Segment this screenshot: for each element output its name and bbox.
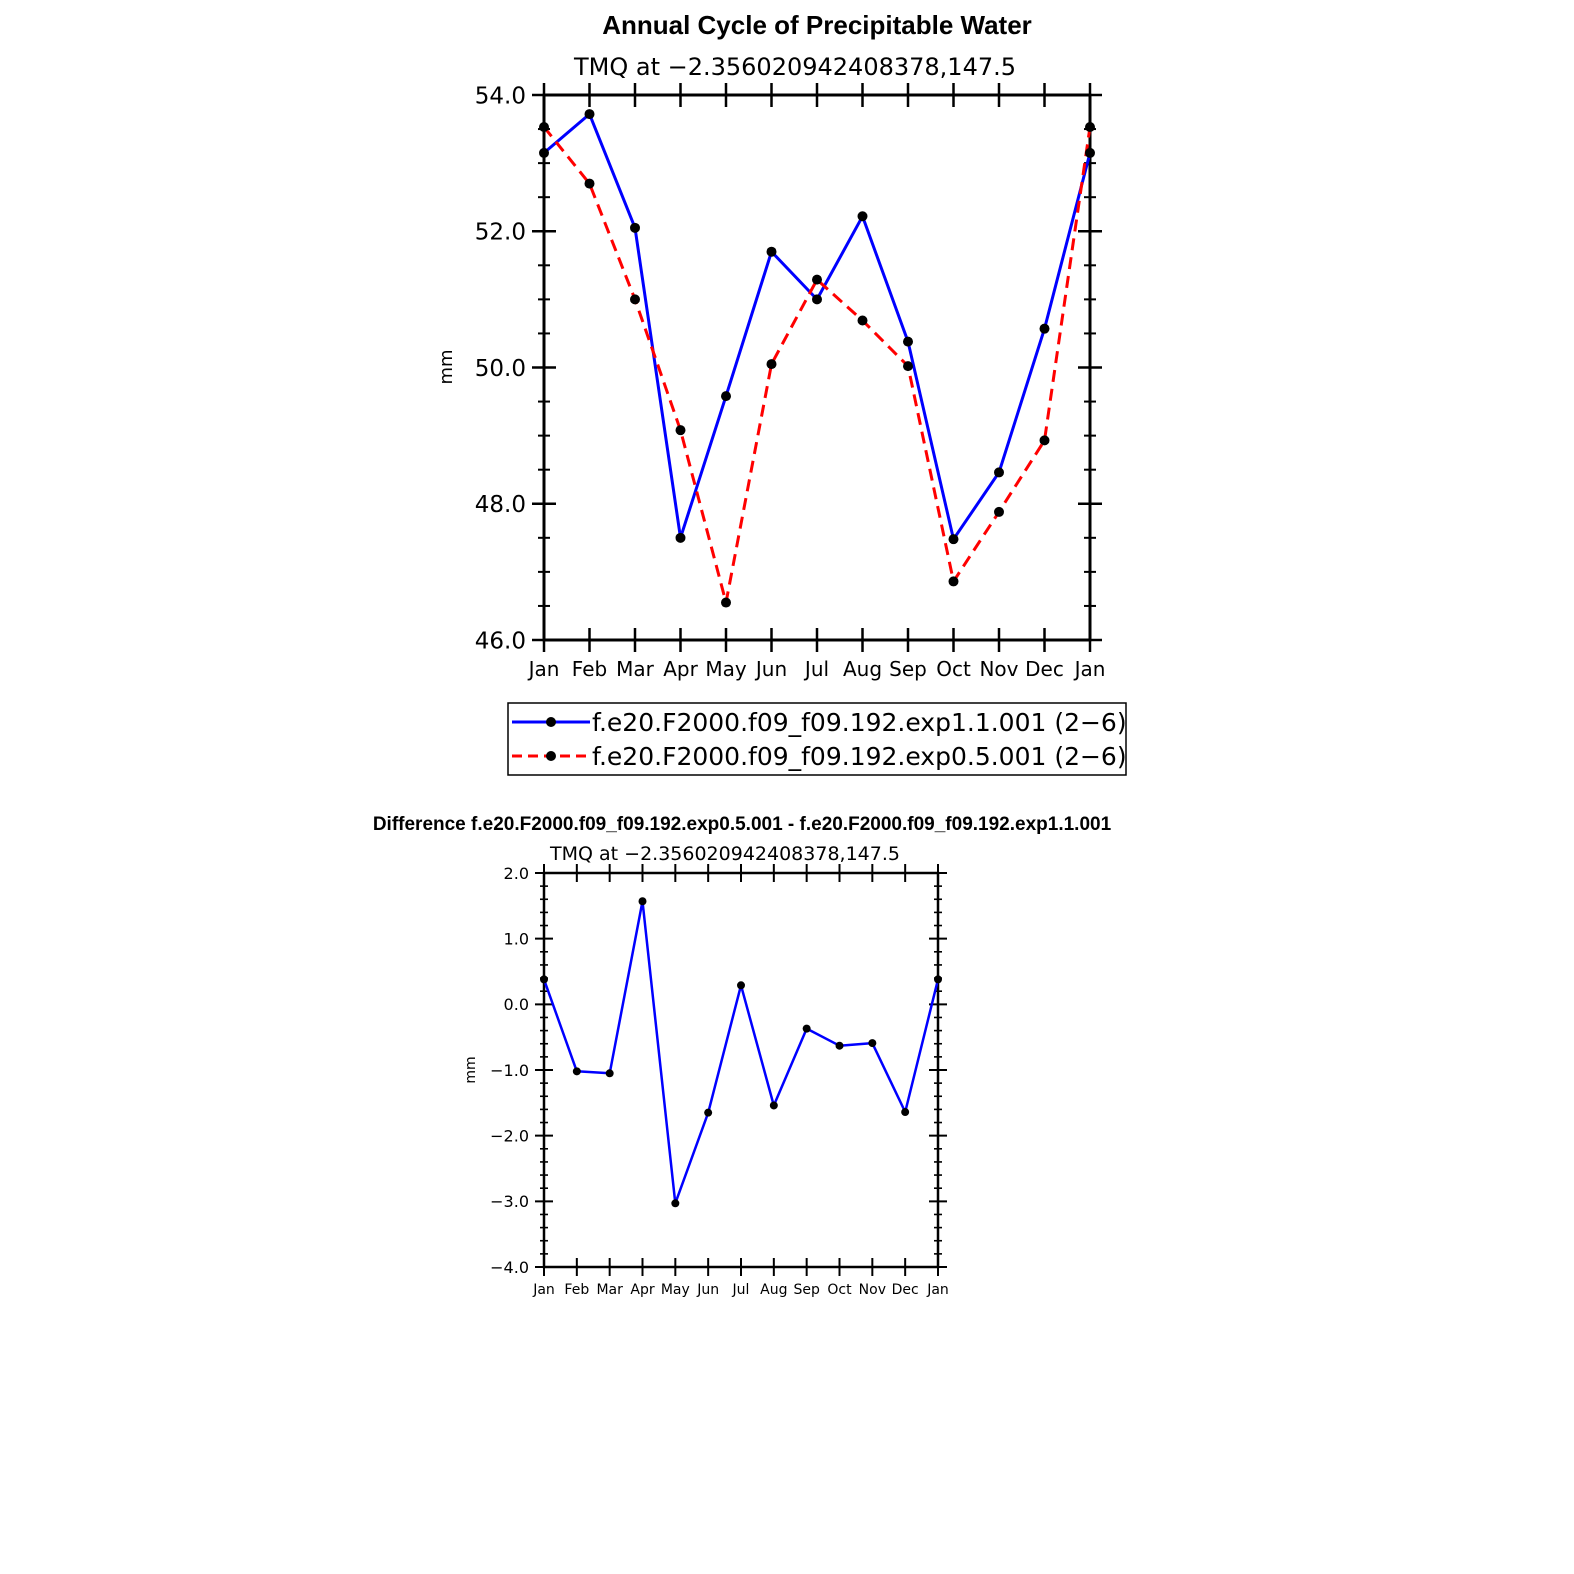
- diff-chart-series-1-point: [704, 1108, 713, 1117]
- diff-chart-xtick-label: Oct: [827, 1282, 852, 1298]
- main-chart-series-1-point: [1039, 323, 1050, 334]
- main-chart-ytick-label: 52.0: [475, 220, 526, 246]
- diff-chart-frame: [542, 871, 940, 1269]
- main-chart-series-1-point: [675, 532, 686, 543]
- main-chart-xtick-label: Oct: [936, 657, 971, 681]
- diff-chart-xtick-label: Feb: [564, 1282, 589, 1298]
- main-chart-series-2-line: [542, 126, 1092, 604]
- main-chart-xtick-label: Jan: [527, 657, 560, 681]
- main-chart-xtick-label: Mar: [616, 657, 655, 681]
- main-chart-plot: 46.0 48.0 50.0 52.0 54.0 Jan Feb Mar Apr May Jun Ju…: [475, 83, 1106, 681]
- main-chart-series-1-point: [1085, 147, 1095, 158]
- diff-chart-ytick-label: −1.0: [490, 1061, 529, 1080]
- diff-chart-ytick-label: −4.0: [490, 1258, 529, 1277]
- diff-chart-plot: −4.0 −3.0 −2.0 −1.0 0.0 1.0 2.0 Jan Feb Mar Apr May…: [490, 864, 949, 1298]
- main-chart-series-1-point: [903, 336, 913, 347]
- main-chart-ytick-label: 54.0: [475, 83, 526, 109]
- main-chart-series-2-point: [994, 506, 1004, 517]
- main-chart-xtick-label: Dec: [1025, 657, 1064, 681]
- main-chart-series-2-point: [857, 315, 868, 326]
- diff-chart-ytick-label: −3.0: [490, 1192, 529, 1211]
- diff-chart-title: Difference f.e20.F2000.f09_f09.192.exp0.…: [373, 814, 1112, 835]
- main-chart-series-2-point: [948, 576, 959, 587]
- main-chart-series-1-point: [948, 534, 959, 545]
- diff-chart-series-1-point: [638, 897, 647, 906]
- main-chart-series-2-point: [766, 359, 777, 370]
- main-chart-series-2-point: [903, 361, 913, 372]
- main-chart-ytick-label: 48.0: [475, 492, 526, 518]
- main-chart-series-2-point: [630, 294, 640, 305]
- diff-chart-ytick-label: −2.0: [490, 1126, 529, 1145]
- diff-chart-xtick-label: Sep: [793, 1282, 820, 1298]
- legend-label-series-1: f.e20.F2000.f09_f09.192.exp1.1.001 (2−6): [592, 708, 1127, 737]
- diff-chart-xtick-label: Nov: [859, 1282, 886, 1298]
- legend: f.e20.F2000.f09_f09.192.exp1.1.001 (2−6)…: [507, 702, 1127, 776]
- main-chart-series-2-point: [812, 274, 822, 285]
- main-chart-series-1-point: [857, 211, 868, 222]
- diff-chart-ytick-label: 0.0: [504, 995, 529, 1014]
- legend-marker-series-2: [546, 751, 556, 761]
- diff-chart-series-1-point: [868, 1039, 877, 1048]
- diff-chart-series-1-point: [769, 1101, 778, 1110]
- diff-chart-series-1-point: [540, 975, 548, 984]
- legend-box: [507, 702, 1127, 776]
- legend-marker-series-1: [546, 717, 556, 727]
- diff-chart-series-1-point: [901, 1108, 910, 1117]
- diff-chart-series-1-line: [542, 899, 940, 1205]
- diff-chart-xtick-label: Apr: [630, 1282, 654, 1298]
- diff-chart-xtick-label: Dec: [892, 1282, 919, 1298]
- diff-chart-xtick-label: Jun: [696, 1282, 719, 1298]
- main-chart-series-2-point: [721, 597, 731, 608]
- main-chart-series-1-point: [766, 246, 777, 257]
- diff-chart-series-1-point: [737, 981, 745, 990]
- main-chart-title: Annual Cycle of Precipitable Water: [602, 10, 1032, 40]
- main-chart-series-2-point: [1039, 435, 1050, 446]
- main-chart-ytick-label: 46.0: [475, 628, 526, 654]
- main-chart-series-2-point: [1085, 122, 1095, 133]
- main-chart-series-1-point: [630, 222, 640, 233]
- diff-chart-series-1-point: [835, 1041, 844, 1050]
- diff-chart-series-1-point: [605, 1069, 614, 1078]
- main-chart-xtick-label: Nov: [979, 657, 1018, 681]
- diff-chart-xtick-label: Jan: [926, 1282, 949, 1298]
- main-chart-subtitle: TMQ at −2.356020942408378,147.5: [573, 53, 1016, 81]
- main-chart-xtick-label: Jan: [1073, 657, 1106, 681]
- main-chart-xtick-label: Jun: [754, 657, 787, 681]
- diff-chart-series-1-point: [671, 1199, 680, 1208]
- main-chart-series-1-point: [539, 147, 549, 158]
- main-chart-series-1-point: [994, 467, 1004, 478]
- diff-chart-ylabel: mm: [463, 1056, 479, 1083]
- diff-chart-xtick-label: Jul: [732, 1282, 750, 1298]
- main-chart-series-2-point: [584, 178, 595, 189]
- diff-chart-series-1-point: [934, 975, 942, 984]
- diff-chart-series-1-point: [572, 1067, 581, 1076]
- main-chart-ylabel: mm: [436, 349, 457, 384]
- diff-chart-xtick-label: Aug: [760, 1282, 787, 1298]
- main-chart-xtick-label: Aug: [843, 657, 882, 681]
- main-chart-xtick-label: Jul: [803, 657, 829, 681]
- main-chart-xtick-label: Sep: [889, 657, 927, 681]
- main-chart-series-1-point: [721, 391, 731, 402]
- diff-chart-series-1-point: [802, 1024, 811, 1033]
- main-chart-xtick-label: Apr: [663, 657, 698, 681]
- legend-label-series-2: f.e20.F2000.f09_f09.192.exp0.5.001 (2−6): [592, 742, 1127, 771]
- main-chart-series-1-point: [584, 109, 595, 120]
- main-chart-series-2-point: [675, 425, 686, 436]
- main-chart-series-1-line: [543, 112, 1092, 541]
- main-chart-xtick-label: Feb: [572, 657, 607, 681]
- diff-chart-ytick-label: 2.0: [504, 864, 529, 883]
- main-chart-series-1-point: [812, 294, 822, 305]
- diff-chart-xtick-label: May: [661, 1282, 690, 1298]
- diff-chart-ytick-label: 1.0: [504, 929, 529, 948]
- diff-chart-subtitle: TMQ at −2.356020942408378,147.5: [549, 843, 900, 865]
- diff-chart-xtick-label: Mar: [596, 1282, 623, 1298]
- main-chart-ytick-label: 50.0: [475, 356, 526, 382]
- main-chart-frame: [542, 93, 1092, 642]
- diff-chart-xtick-label: Jan: [532, 1282, 555, 1298]
- main-chart-series-2-point: [539, 122, 549, 133]
- main-chart-xtick-label: May: [705, 657, 747, 681]
